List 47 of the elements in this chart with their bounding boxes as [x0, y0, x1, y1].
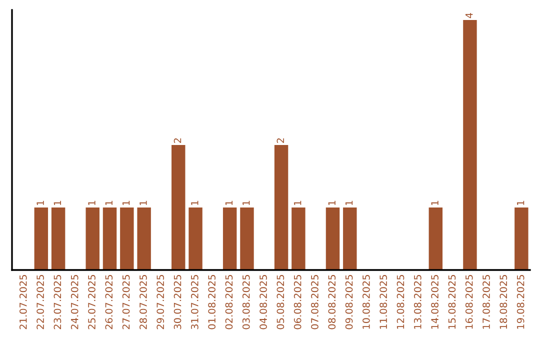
data-label: 1	[294, 200, 302, 206]
data-label: 2	[276, 138, 284, 143]
x-tick-label: 11.08.2025	[380, 275, 388, 329]
data-label: 1	[242, 200, 250, 206]
data-label: 1	[345, 200, 353, 206]
x-tick-label: 01.08.2025	[208, 275, 216, 330]
x-tick-label: 28.07.2025	[140, 275, 147, 330]
x-tick-label: 27.07.2025	[122, 275, 130, 330]
x-tick-label: 05.08.2025	[276, 275, 284, 330]
data-label: 1	[225, 200, 233, 206]
x-tick-label: 25.07.2025	[88, 275, 96, 330]
x-tick-label: 18.08.2025	[500, 275, 508, 329]
data-label: 1	[122, 200, 130, 206]
x-tick-label: 29.07.2025	[156, 275, 164, 330]
x-tick-label: 26.07.2025	[105, 275, 113, 330]
data-label: 1	[105, 200, 112, 206]
x-tick-label: 31.07.2025	[190, 275, 198, 330]
x-tick-label: 15.08.2025	[448, 275, 456, 329]
data-label: 1	[36, 200, 44, 206]
x-tick-label: 19.08.2025	[516, 275, 524, 329]
x-tick-label: 30.07.2025	[174, 275, 182, 330]
data-label: 1	[88, 200, 96, 206]
x-tick-label: 04.08.2025	[260, 275, 267, 330]
x-tick-label: 07.08.2025	[311, 275, 318, 330]
data-label: 1	[328, 200, 336, 206]
data-label: 4	[466, 12, 473, 18]
x-tick-label: 08.08.2025	[328, 275, 336, 330]
x-tick-label: 09.08.2025	[345, 275, 353, 330]
x-tick-label: 14.08.2025	[431, 275, 438, 329]
data-label: 1	[54, 200, 61, 206]
x-tick-label: 24.07.2025	[70, 275, 78, 330]
x-tick-label: 23.07.2025	[54, 275, 62, 330]
data-label: 1	[431, 200, 438, 206]
x-tick-label: 17.08.2025	[482, 275, 490, 329]
data-label: 2	[174, 138, 182, 143]
x-tick-label: 22.07.2025	[36, 275, 44, 330]
data-label: 1	[517, 200, 524, 206]
x-tick-label: 06.08.2025	[294, 275, 302, 330]
x-tick-label: 13.08.2025	[414, 275, 422, 329]
x-tick-label: 12.08.2025	[396, 275, 404, 329]
data-label: 1	[191, 200, 198, 206]
x-tick-label: 02.08.2025	[225, 275, 233, 330]
x-tick-label: 03.08.2025	[242, 275, 250, 330]
x-tick-label: 16.08.2025	[465, 275, 473, 329]
x-tick-label: 21.07.2025	[19, 275, 27, 330]
data-label: 1	[140, 200, 147, 206]
x-tick-label: 10.08.2025	[362, 275, 370, 329]
